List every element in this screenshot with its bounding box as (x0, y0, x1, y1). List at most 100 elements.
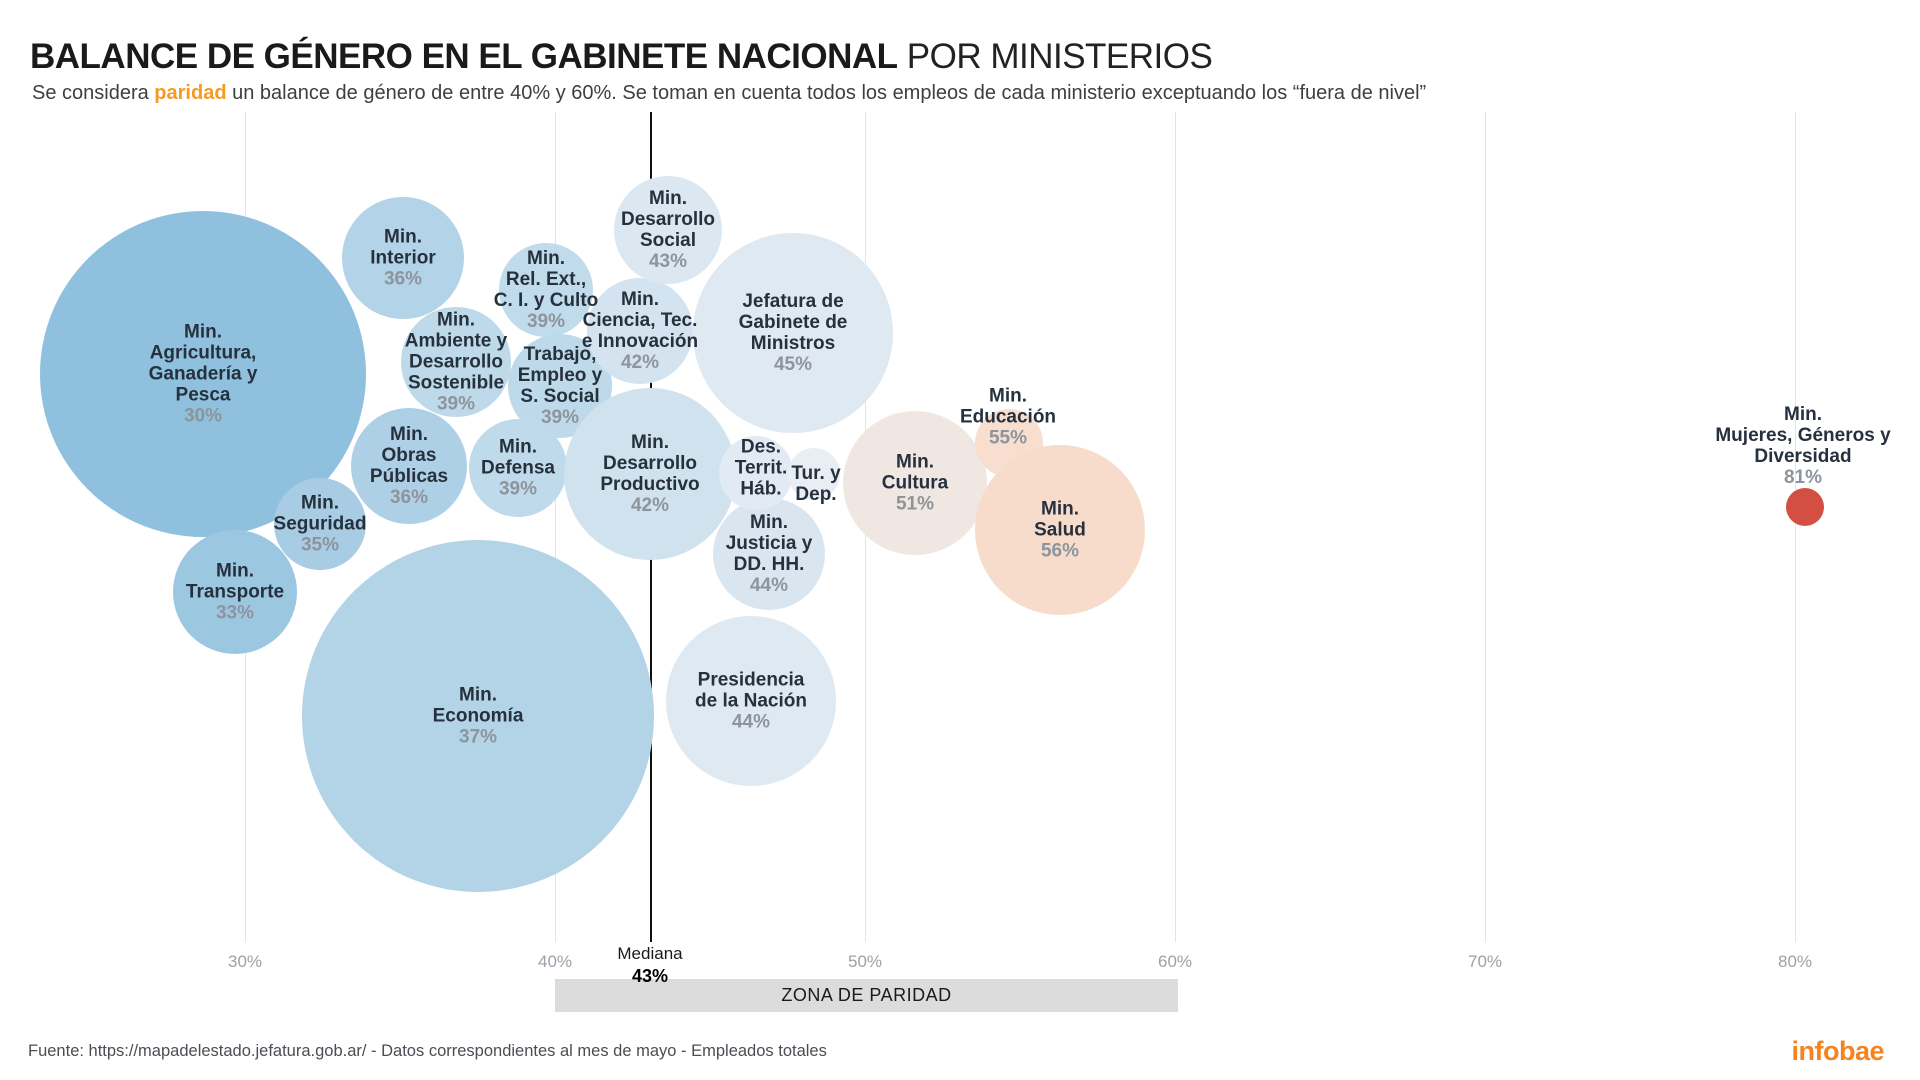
title-secondary: POR MINISTERIOS (897, 37, 1213, 77)
bubble-pct-value: 51% (895, 493, 935, 515)
bubble-desarrollo-territorial (719, 436, 793, 510)
bubble-label-desarrollo-social: Min. Desarrollo Social 43% (621, 188, 715, 272)
bubble-label-line: Min. (648, 188, 687, 209)
bubble-seguridad (274, 478, 366, 570)
bubble-label-line: Háb. (740, 478, 782, 500)
bubble-label-mujeres: Min. Mujeres, Géneros y Diversidad 81% (1715, 404, 1890, 488)
bubble-label-line: Tur. y (791, 463, 841, 484)
bubble-label-ciencia: Min. Ciencia, Tec. e Innovación 42% (582, 289, 698, 373)
bubble-label-line: Ganadería y (148, 363, 258, 385)
bubble-label-line: Rel. Ext., (505, 269, 587, 290)
bubble-label-line: Ambiente y (404, 330, 508, 352)
bubble-label-line: Min. (215, 560, 254, 582)
bubble-pct-value: 55% (988, 427, 1028, 449)
bubble-label-line: Obras (381, 445, 437, 466)
bubble-pct-value: 56% (1040, 540, 1080, 562)
bubble-label-line: Min. (184, 321, 222, 343)
bubble-label-line: Min. (383, 226, 422, 248)
bubble-desarrollo-social (614, 176, 722, 284)
bubble-pct-value: 45% (773, 354, 813, 375)
gridline-70 (1485, 112, 1486, 942)
bubble-label-line: Justicia y (725, 533, 813, 554)
bubble-label-line: Empleo y (517, 365, 603, 386)
bubble-label-cultura: Min. Cultura 51% (882, 452, 949, 515)
bubble-interior (342, 197, 464, 319)
bubble-label-line: Min. (527, 248, 565, 269)
bubble-label-line: Min. (459, 684, 497, 706)
tick-label-80: 80% (1777, 952, 1813, 971)
bubble-pct-value: 39% (526, 311, 566, 332)
gridline-60 (1175, 112, 1176, 942)
bubble-pct-value: 39% (540, 407, 580, 428)
subtitle-highlight-paridad: paridad (154, 82, 227, 104)
tick-label-60: 60% (1157, 952, 1193, 971)
page-title: BALANCE DE GÉNERO EN EL GABINETE NACIONA… (30, 37, 1213, 77)
bubble-pct-value: 39% (436, 393, 476, 415)
bubble-pct-value: 44% (731, 711, 771, 733)
bubble-label-defensa: Min. Defensa 39% (481, 437, 555, 500)
bubble-label-line: Dep. (795, 484, 837, 505)
source-note: Fuente: https://mapadelestado.jefatura.g… (28, 1042, 827, 1060)
bubble-label-line: S. Social (520, 386, 600, 407)
bubble-label-line: Min. (749, 512, 788, 533)
bubble-label-line: Ministros (750, 333, 836, 354)
bubble-label-line: Economía (432, 705, 524, 727)
bubble-label-line: Min. (620, 289, 659, 310)
bubble-label-interior: Min. Interior 36% (370, 227, 435, 290)
bubble-defensa (469, 419, 567, 517)
bubble-label-transporte: Min. Transporte 33% (186, 561, 284, 624)
bubble-label-line: C. I. y Culto (493, 290, 599, 311)
bubble-label-line: Defensa (481, 457, 555, 479)
bubble-label-presidencia: Presidencia de la Nación 44% (695, 670, 807, 733)
bubble-pct-value: 42% (620, 352, 660, 373)
bubble-label-line: e Innovación (581, 331, 699, 352)
bubble-label-line: Min. (896, 451, 934, 473)
bubble-label-line: Pesca (175, 384, 231, 406)
bubble-label-line: Min. (436, 309, 475, 331)
bubble-label-turismo-deportes: Tur. y Dep. (791, 463, 840, 505)
bubble-label-line: Min. (390, 424, 428, 445)
bubble-label-line: Min. (988, 385, 1027, 407)
bubble-label-line: Agricultura, (149, 342, 257, 364)
bubble-label-seguridad: Min. Seguridad 35% (274, 493, 367, 556)
subtitle: Se considera paridad un balance de géner… (32, 82, 1426, 105)
bubble-label-desarrollo-productivo: Min. Desarrollo Productivo 42% (600, 432, 699, 516)
bubble-label-line: Ciencia, Tec. (582, 310, 698, 331)
bubble-label-line: Territ. (734, 457, 788, 479)
title-main: BALANCE DE GÉNERO EN EL GABINETE NACIONA… (30, 37, 898, 77)
bubble-label-jefatura: Jefatura de Gabinete de Ministros 45% (739, 291, 848, 375)
infobae-logo: infobae (1791, 1036, 1884, 1066)
bubble-label-line: Gabinete de (738, 312, 848, 333)
tick-label-40: 40% (537, 952, 573, 971)
bubble-label-line: Min. (1783, 404, 1822, 425)
bubble-label-line: Min. (1040, 498, 1079, 520)
bubble-label-line: Diversidad (1754, 446, 1852, 467)
bubble-label-relaciones-exteriores: Min. Rel. Ext., C. I. y Culto 39% (494, 248, 599, 332)
bubble-jefatura (693, 233, 893, 433)
bubble-label-line: Social (640, 230, 696, 251)
bubble-mujeres (1786, 488, 1824, 526)
tick-label-50: 50% (847, 952, 883, 971)
subtitle-post: un balance de género de entre 40% y 60%.… (226, 82, 1427, 104)
bubble-label-line: Salud (1034, 519, 1086, 541)
bubble-label-line: Sostenible (407, 372, 505, 394)
median-label: Mediana (617, 944, 683, 963)
bubble-pct-value: 30% (183, 405, 223, 427)
bubble-justicia (713, 498, 825, 610)
bubble-label-line: Educación (959, 406, 1057, 428)
bubble-presidencia (666, 616, 836, 786)
bubble-pct-value: 39% (498, 478, 538, 500)
gridline-80 (1795, 112, 1796, 942)
bubble-ciencia (587, 278, 693, 384)
bubble-label-line: Des. (740, 436, 782, 458)
bubble-label-line: Trabajo, (523, 344, 597, 365)
bubble-label-ambiente: Min. Ambiente y Desarrollo Sostenible 39% (405, 310, 507, 415)
median-value: 43% (631, 966, 669, 986)
bubble-pct-value: 81% (1783, 467, 1823, 488)
bubble-label-line: Seguridad (273, 513, 367, 535)
bubble-pct-value: 43% (648, 251, 688, 272)
bubble-label-line: Jefatura de (742, 291, 844, 312)
bubble-label-line: Interior (370, 247, 436, 269)
